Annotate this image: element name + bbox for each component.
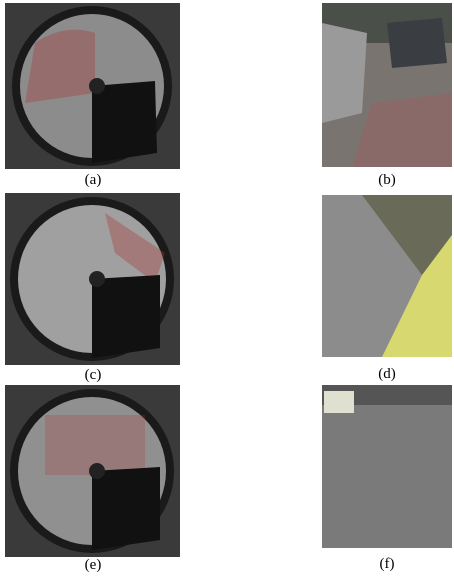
caption: (b) bbox=[357, 172, 417, 189]
fisheye-image bbox=[5, 385, 180, 557]
caption: (e) bbox=[63, 557, 123, 574]
perspective-image bbox=[322, 385, 452, 548]
figure: (a) (b) (c) (d) (e) (f) bbox=[0, 0, 454, 577]
fisheye-image bbox=[5, 193, 180, 365]
caption: (a) bbox=[63, 172, 123, 189]
caption: (f) bbox=[357, 556, 417, 573]
perspective-image bbox=[322, 3, 452, 167]
caption: (c) bbox=[63, 367, 123, 384]
fisheye-image bbox=[5, 3, 180, 169]
caption: (d) bbox=[357, 366, 417, 383]
perspective-image bbox=[322, 195, 452, 357]
